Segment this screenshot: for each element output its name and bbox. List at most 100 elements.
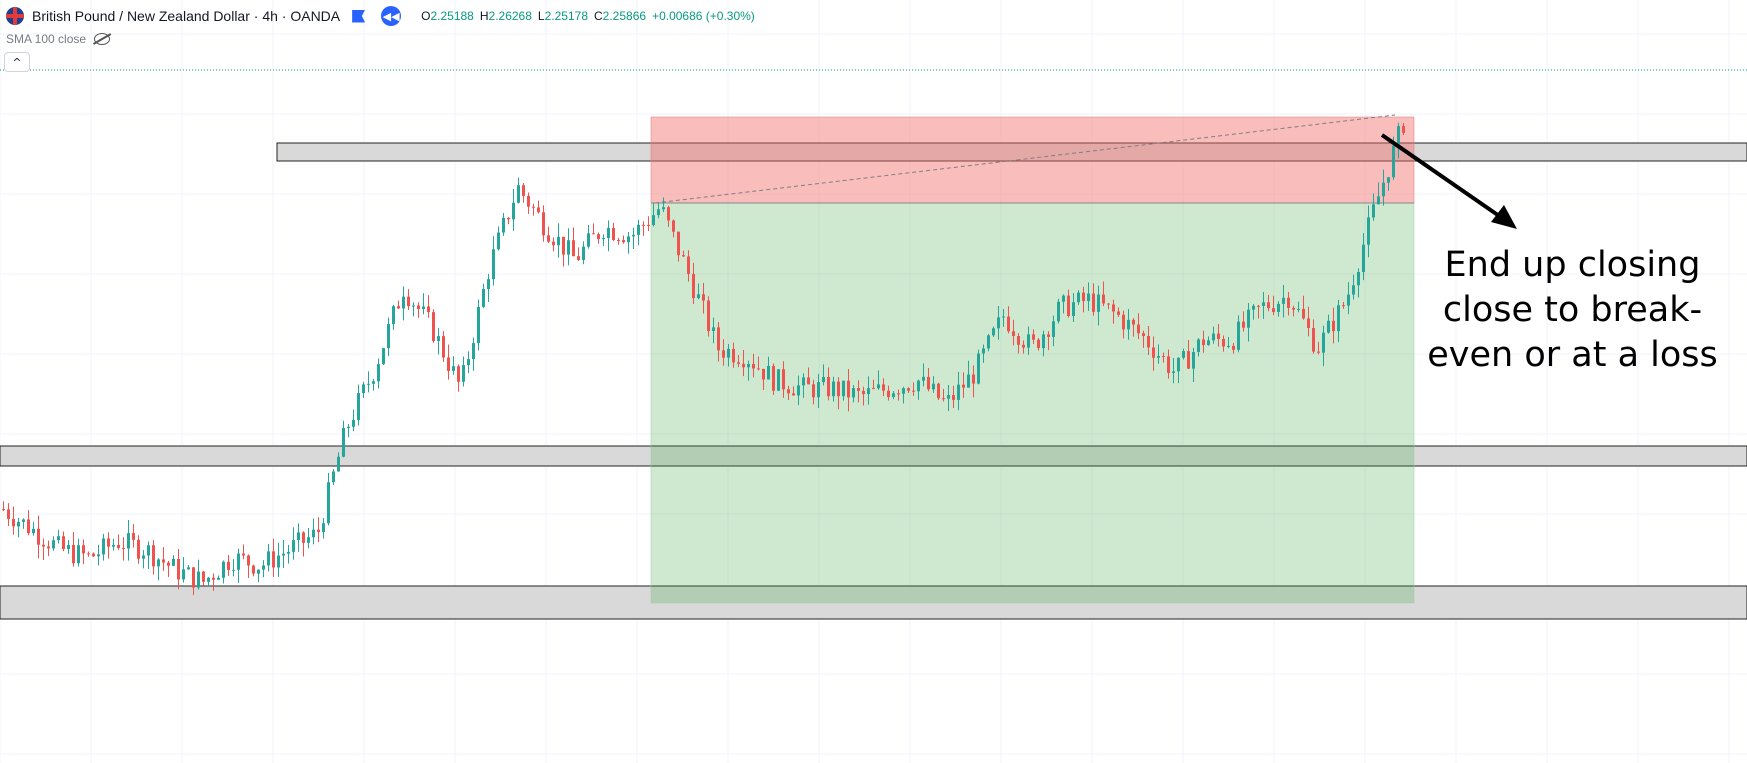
candle-body: [807, 377, 810, 385]
candle-body: [7, 509, 10, 519]
eye-hidden-icon[interactable]: [94, 33, 111, 45]
candle-body: [727, 348, 730, 358]
candle-body: [1097, 294, 1100, 312]
candle-body: [242, 553, 245, 556]
candle-body: [857, 388, 860, 391]
candle-body: [947, 395, 950, 399]
candle-body: [872, 388, 875, 390]
candle-body: [1187, 351, 1190, 369]
candle-body: [687, 256, 690, 274]
candle-body: [1102, 294, 1105, 304]
indicator-legend[interactable]: SMA 100 close: [6, 32, 111, 46]
candle-body: [1372, 204, 1375, 218]
candle-body: [517, 185, 520, 203]
candle-body: [1267, 302, 1270, 309]
candle-body: [617, 239, 620, 241]
replay-icon[interactable]: ◀◀: [381, 6, 402, 26]
mid-support-zone[interactable]: [0, 445, 1747, 467]
candle-body: [152, 545, 155, 567]
candle-body: [1297, 308, 1300, 310]
candle-body: [1072, 302, 1075, 317]
candle-body: [1287, 297, 1290, 308]
candle-body: [47, 546, 50, 549]
candle-body: [1232, 345, 1235, 350]
candle-body: [952, 395, 955, 400]
candle-body: [132, 533, 135, 540]
candle-body: [1117, 311, 1120, 315]
candle-body: [707, 300, 710, 332]
take-profit-zone[interactable]: [650, 202, 1415, 604]
candle-body: [222, 561, 225, 578]
candle-body: [77, 545, 80, 564]
candle-body: [97, 554, 100, 557]
candle-body: [182, 569, 185, 580]
candle-body: [992, 328, 995, 336]
candle-body: [2, 509, 5, 511]
collapse-legend-button[interactable]: ^: [4, 52, 30, 72]
candle-body: [562, 236, 565, 255]
candle-body: [237, 553, 240, 570]
candle-body: [737, 362, 740, 364]
candle-body: [722, 350, 725, 358]
chevron-up-icon: ^: [12, 55, 22, 69]
candle-body: [717, 327, 720, 351]
stop-loss-zone[interactable]: [650, 116, 1415, 204]
candle-body: [547, 235, 550, 242]
candle-body: [672, 220, 675, 232]
annotation-arrowhead: [1491, 205, 1517, 229]
candle-body: [522, 185, 525, 196]
candle-body: [287, 551, 290, 554]
candle-body: [1302, 308, 1305, 319]
candle-body: [277, 555, 280, 568]
candle-body: [1167, 356, 1170, 373]
candle-body: [147, 545, 150, 556]
candle-body: [1012, 331, 1015, 336]
candle-body: [412, 305, 415, 307]
candle-body: [67, 545, 70, 550]
candle-body: [972, 374, 975, 384]
candle-body: [1327, 320, 1330, 333]
candle-body: [732, 348, 735, 363]
candle-body: [462, 365, 465, 382]
candle-body: [697, 294, 700, 299]
candle-body: [1177, 357, 1180, 372]
candle-body: [382, 348, 385, 365]
candle-body: [1037, 339, 1040, 349]
candle-body: [1347, 294, 1350, 306]
flag-marker-icon[interactable]: [352, 9, 366, 23]
candle-body: [642, 224, 645, 226]
support-zone[interactable]: [0, 585, 1747, 620]
candle-body: [507, 217, 510, 220]
candle-body: [902, 388, 905, 394]
symbol-title[interactable]: British Pound / New Zealand Dollar · 4h …: [32, 8, 341, 24]
candle-body: [602, 237, 605, 240]
candle-body: [582, 246, 585, 261]
candle-body: [447, 357, 450, 371]
annotation-text: End up closing close to break- even or a…: [1400, 243, 1745, 378]
candle-body: [1032, 334, 1035, 340]
candle-body: [1147, 335, 1150, 348]
candle-body: [1022, 344, 1025, 348]
candle-body: [177, 559, 180, 580]
candle-body: [1172, 371, 1175, 373]
candle-body: [12, 518, 15, 527]
candle-body: [1322, 332, 1325, 353]
candle-body: [437, 336, 440, 341]
candle-body: [62, 536, 65, 550]
candle-body: [887, 390, 890, 398]
candle-body: [577, 256, 580, 261]
candle-body: [1277, 303, 1280, 312]
candle-body: [1152, 347, 1155, 358]
candle-body: [1092, 293, 1095, 312]
candle-body: [1357, 272, 1360, 286]
candle-body: [757, 368, 760, 370]
candle-body: [557, 236, 560, 246]
candle-body: [542, 212, 545, 236]
candle-body: [307, 537, 310, 543]
candle-body: [1052, 321, 1055, 337]
candle-body: [342, 427, 345, 457]
candle-body: [987, 335, 990, 349]
candle-body: [667, 207, 670, 221]
candle-body: [827, 377, 830, 397]
